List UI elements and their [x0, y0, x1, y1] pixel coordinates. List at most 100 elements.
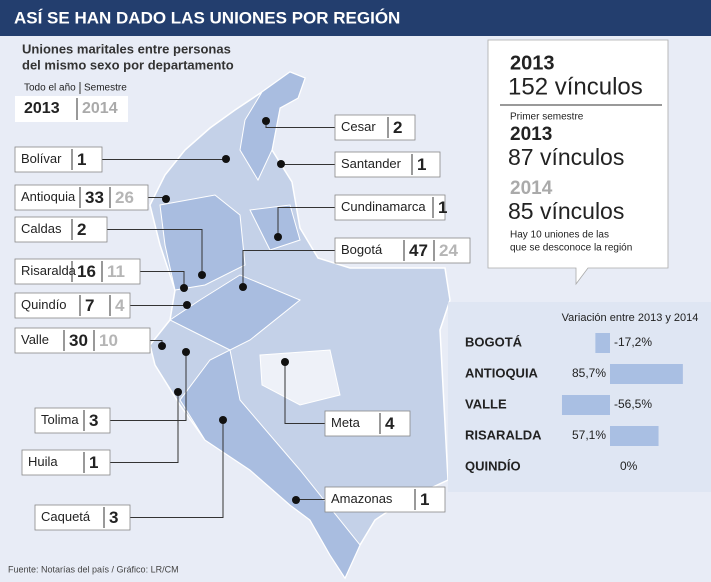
value-2014: 10 — [99, 331, 118, 350]
subtitle: Uniones maritales entre personas — [22, 41, 231, 56]
department-name: Risaralda — [21, 263, 77, 278]
title: ASÍ SE HAN DADO LAS UNIONES POR REGIÓN — [14, 8, 400, 27]
location-dot — [292, 496, 300, 504]
label-box — [334, 237, 471, 264]
leader-line — [280, 164, 335, 165]
department-name: Valle — [21, 332, 49, 347]
value-2014: 11 — [107, 262, 125, 281]
leader-line — [102, 159, 227, 160]
value-2013: 1 — [77, 150, 86, 169]
value-2013: 1 — [420, 490, 429, 509]
department-name: Santander — [341, 156, 402, 171]
summary-total: 85 vínculos — [508, 198, 624, 224]
label-box — [334, 194, 446, 221]
selector-label: Todo el año — [24, 83, 76, 94]
department-name: Bolívar — [21, 151, 62, 166]
summary: 2013 152 vínculos Primer semestre 2013 8… — [487, 39, 669, 286]
summary-label: Primer semestre — [510, 112, 584, 123]
year-inactive[interactable]: 2014 — [82, 100, 118, 117]
category-label: BOGOTÁ — [465, 334, 523, 349]
location-dot — [174, 388, 182, 396]
location-dot — [180, 284, 188, 292]
bar — [610, 426, 659, 446]
leader-line — [140, 271, 185, 288]
location-dot — [274, 233, 282, 241]
department-name: Meta — [331, 415, 361, 430]
value-label: -56,5% — [614, 397, 652, 411]
label-box — [14, 184, 149, 211]
label-box — [21, 449, 111, 476]
highlighted-regions — [159, 71, 361, 580]
value-2013: 30 — [69, 331, 88, 350]
label-box — [14, 146, 103, 173]
location-dot — [182, 348, 190, 356]
label-box — [14, 258, 141, 285]
category-label: QUINDÍO — [465, 458, 521, 473]
label-box — [14, 292, 131, 319]
value-label: 85,7% — [572, 366, 606, 380]
value-2013: 2 — [77, 220, 86, 239]
department-name: Caldas — [21, 221, 62, 236]
value-2014: 4 — [115, 296, 125, 315]
location-dot — [219, 416, 227, 424]
label-box — [14, 327, 151, 354]
summary-box — [487, 39, 669, 286]
department-name: Bogotá — [341, 242, 383, 257]
label-box — [334, 151, 441, 178]
label-box — [324, 486, 446, 513]
value-2013: 7 — [85, 296, 94, 315]
region — [259, 349, 341, 406]
chart: BOGOTÁ -17,2% ANTIOQUIA 85,7% VALLE -56,5% RIS… — [465, 333, 683, 473]
summary-note: Hay 10 uniones de las — [510, 230, 609, 241]
value-label: -17,2% — [614, 335, 652, 349]
label-box — [334, 114, 416, 141]
leader-line — [130, 420, 224, 518]
department-name: Huila — [28, 454, 58, 469]
location-dot — [262, 117, 270, 125]
location-dot — [281, 358, 289, 366]
summary-total: 87 vínculos — [508, 144, 624, 170]
leader-line — [130, 305, 188, 306]
leader-line — [277, 207, 335, 237]
value-2013: 4 — [385, 414, 395, 433]
label-box — [324, 410, 411, 437]
summary-year: 2014 — [510, 178, 553, 199]
location-dot — [162, 195, 170, 203]
header-band — [0, 0, 711, 36]
summary-year: 2013 — [510, 124, 552, 145]
department-name: Tolima — [41, 412, 79, 427]
location-dot — [239, 283, 247, 291]
value-2013: 47 — [409, 241, 428, 260]
value-2013: 1 — [417, 155, 426, 174]
department-name: Cesar — [341, 119, 376, 134]
department-name: Cundinamarca — [341, 199, 426, 214]
label-box — [14, 216, 108, 243]
period-selector: Todo el año Semestre 2013 2014 — [15, 82, 128, 122]
value-2013: 3 — [109, 508, 118, 527]
value-label: 57,1% — [572, 428, 606, 442]
map — [149, 71, 451, 580]
value-2013: 3 — [89, 411, 98, 430]
department-name: Amazonas — [331, 491, 393, 506]
year-active[interactable]: 2013 — [24, 100, 60, 117]
category-label: VALLE — [465, 396, 507, 411]
value-2013: 1 — [438, 198, 447, 217]
department-name: Antioquia — [21, 189, 76, 204]
selector-box[interactable] — [15, 96, 128, 122]
summary-note: que se desconoce la región — [510, 243, 632, 254]
leader-line — [295, 499, 325, 500]
bar — [561, 395, 610, 415]
subtitle: del mismo sexo por departamento — [22, 57, 234, 72]
summary-total: 152 vínculos — [508, 73, 643, 100]
leader-line — [284, 362, 325, 424]
location-dot — [158, 342, 166, 350]
value-2013: 16 — [77, 262, 96, 281]
location-dot — [183, 301, 191, 309]
summary-year: 2013 — [510, 52, 555, 74]
value-2014: 24 — [439, 241, 458, 260]
label-box — [34, 504, 131, 531]
source: Fuente: Notarías del país / Gráfico: LR/… — [8, 564, 179, 574]
department-name: Caquetá — [41, 509, 91, 524]
